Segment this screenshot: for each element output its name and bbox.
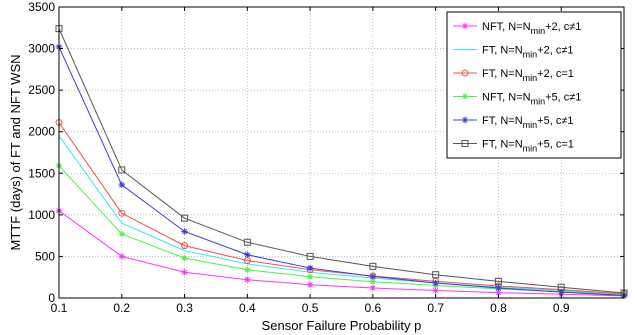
x-tick-label: 0.5 <box>302 301 319 315</box>
legend-marker <box>461 22 469 30</box>
data-point <box>244 251 251 258</box>
series-group <box>55 25 628 300</box>
legend-entry: FT, N=Nmin+2, c≠1 <box>453 45 573 60</box>
x-tick-label: 0.8 <box>490 301 507 315</box>
legend-label-part: +5, c=1 <box>537 139 574 151</box>
series-line <box>58 210 625 297</box>
series-line <box>58 28 625 294</box>
x-axis-label: Sensor Failure Probability p <box>262 318 422 333</box>
legend-label-part: +2, c≠1 <box>545 21 581 33</box>
data-point <box>558 288 565 296</box>
legend-entry: NFT, N=Nmin+5, c≠1 <box>453 92 581 107</box>
legend-label-part: FT, N=N <box>482 139 523 151</box>
y-tick-label: 2000 <box>28 125 55 139</box>
data-point <box>557 283 565 291</box>
legend-label-subscript: min <box>523 50 538 60</box>
data-point <box>118 230 125 238</box>
legend-label-part: NFT, N=N <box>482 21 531 33</box>
legend-label: FT, N=Nmin+5, c=1 <box>482 139 574 154</box>
y-tick-label: 3500 <box>28 0 55 14</box>
legend-box <box>446 11 622 159</box>
legend-label-subscript: min <box>531 97 546 107</box>
legend-marker <box>461 93 469 100</box>
x-tick-label: 0.9 <box>553 301 570 315</box>
legend-label-part: FT, N=N <box>482 115 523 127</box>
data-point <box>495 289 502 296</box>
data-point <box>432 279 439 287</box>
y-tick-label: 500 <box>35 249 55 263</box>
legend-entry: NFT, N=Nmin+2, c≠1 <box>453 21 581 36</box>
legend-label-subscript: min <box>531 26 546 36</box>
data-point <box>118 166 126 174</box>
legend-label: FT, N=Nmin+2, c=1 <box>482 68 574 83</box>
x-tick-label: 0.7 <box>427 301 444 315</box>
legend-entry: FT, N=Nmin+5, c≠1 <box>453 115 573 130</box>
legend-marker <box>461 116 469 124</box>
legend-label: NFT, N=Nmin+2, c≠1 <box>482 21 581 36</box>
legend-label-subscript: min <box>523 120 538 130</box>
legend-label-part: FT, N=N <box>482 68 523 80</box>
legend-entry: FT, N=Nmin+5, c=1 <box>453 139 574 154</box>
legend-label: NFT, N=Nmin+5, c≠1 <box>482 92 581 107</box>
y-tick-label: 0 <box>48 291 55 305</box>
data-point <box>306 273 314 280</box>
data-point <box>118 181 125 189</box>
data-point <box>306 281 314 288</box>
legend-label-part: +2, c=1 <box>537 68 574 80</box>
data-point <box>306 252 314 260</box>
legend-label-subscript: min <box>523 73 538 83</box>
data-point <box>495 284 502 292</box>
data-point <box>369 273 377 280</box>
data-point <box>181 242 189 250</box>
data-point <box>181 269 188 276</box>
x-tick-label: 0.2 <box>113 301 130 315</box>
legend-marker <box>461 69 469 77</box>
series-line <box>58 122 625 295</box>
data-point <box>181 214 189 222</box>
legend-entry: FT, N=Nmin+2, c=1 <box>453 68 574 83</box>
data-point <box>244 266 251 273</box>
data-point <box>369 278 377 285</box>
data-point <box>432 271 440 279</box>
x-tick-label: 0.3 <box>176 301 193 315</box>
legend-label-part: FT, N=N <box>482 45 523 57</box>
data-point <box>181 254 188 262</box>
y-tick-label: 2500 <box>28 83 55 97</box>
data-point <box>118 209 126 217</box>
legend-label-part: +2, c≠1 <box>537 45 573 57</box>
legend-label-part: +5, c≠1 <box>537 115 573 127</box>
x-tick-label: 0.6 <box>365 301 382 315</box>
data-point <box>118 253 125 260</box>
x-tick-label: 0.4 <box>239 301 256 315</box>
data-point <box>181 228 188 235</box>
data-point <box>432 287 439 294</box>
x-tick-label: 0.1 <box>51 301 68 315</box>
legend-label: FT, N=Nmin+2, c≠1 <box>482 45 573 60</box>
data-point <box>306 264 314 272</box>
y-tick-label: 1000 <box>28 208 55 222</box>
series-line <box>58 135 625 295</box>
data-point <box>243 238 251 246</box>
series-line <box>58 46 625 297</box>
data-point <box>244 276 251 283</box>
y-tick-label: 1500 <box>28 166 55 180</box>
data-point <box>369 262 377 270</box>
legend: NFT, N=Nmin+2, c≠1FT, N=Nmin+2, c≠1FT, N… <box>446 11 622 159</box>
y-axis-label: MTTF (days) of FT and NFT WSN <box>8 55 23 251</box>
y-tick-label: 3000 <box>28 42 55 56</box>
data-point <box>369 284 377 292</box>
legend-label-part: NFT, N=N <box>482 92 531 104</box>
series-1 <box>58 135 625 295</box>
legend-label-subscript: min <box>523 144 538 154</box>
legend-label: FT, N=Nmin+5, c≠1 <box>482 115 573 130</box>
data-point <box>494 277 502 285</box>
plot-frame <box>58 6 625 299</box>
legend-marker <box>461 140 469 147</box>
legend-label-part: +5, c≠1 <box>545 92 581 104</box>
